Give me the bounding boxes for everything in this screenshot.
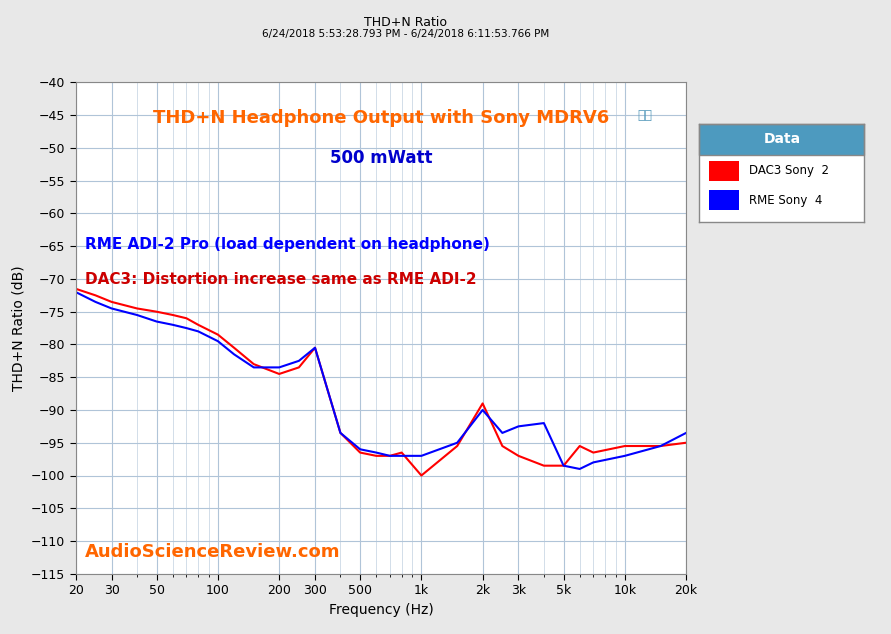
RME Sony  4 — [575, 465, 585, 473]
Text: Data: Data — [764, 133, 800, 146]
RME Sony  4 — [229, 351, 240, 358]
RME Sony  4 — [132, 311, 143, 319]
RME Sony  4 — [452, 439, 462, 446]
Line: RME Sony  4: RME Sony 4 — [76, 292, 686, 469]
DAC3 Sony  2 — [132, 304, 143, 312]
DAC3 Sony  2 — [478, 399, 488, 407]
Text: 500 mWatt: 500 mWatt — [330, 149, 432, 167]
Text: RME Sony  4: RME Sony 4 — [749, 194, 822, 207]
RME Sony  4 — [335, 429, 346, 437]
DAC3 Sony  2 — [310, 344, 321, 351]
RME Sony  4 — [355, 446, 365, 453]
RME Sony  4 — [90, 298, 101, 306]
DAC3 Sony  2 — [681, 439, 691, 446]
RME Sony  4 — [538, 419, 549, 427]
DAC3 Sony  2 — [655, 442, 666, 450]
DAC3 Sony  2 — [168, 311, 178, 319]
DAC3 Sony  2 — [335, 429, 346, 437]
RME Sony  4 — [416, 452, 427, 460]
RME Sony  4 — [249, 363, 259, 371]
DAC3 Sony  2 — [90, 292, 101, 299]
RME Sony  4 — [274, 363, 284, 371]
DAC3 Sony  2 — [513, 452, 524, 460]
DAC3 Sony  2 — [497, 442, 508, 450]
DAC3 Sony  2 — [106, 298, 117, 306]
RME Sony  4 — [293, 357, 304, 365]
Bar — [709, 161, 739, 181]
RME Sony  4 — [385, 452, 396, 460]
RME Sony  4 — [655, 442, 666, 450]
Y-axis label: THD+N Ratio (dB): THD+N Ratio (dB) — [12, 265, 25, 391]
Text: DAC3 Sony  2: DAC3 Sony 2 — [749, 164, 829, 178]
DAC3 Sony  2 — [619, 442, 630, 450]
RME Sony  4 — [192, 328, 203, 335]
Text: AudioScienceReview.com: AudioScienceReview.com — [85, 543, 340, 562]
RME Sony  4 — [213, 337, 224, 345]
DAC3 Sony  2 — [588, 449, 599, 456]
DAC3 Sony  2 — [385, 452, 396, 460]
DAC3 Sony  2 — [181, 314, 192, 322]
RME Sony  4 — [168, 321, 178, 328]
DAC3 Sony  2 — [249, 360, 259, 368]
RME Sony  4 — [619, 452, 630, 460]
X-axis label: Frequency (Hz): Frequency (Hz) — [329, 603, 433, 617]
RME Sony  4 — [681, 429, 691, 437]
DAC3 Sony  2 — [229, 344, 240, 351]
RME Sony  4 — [106, 304, 117, 312]
RME Sony  4 — [310, 344, 321, 351]
DAC3 Sony  2 — [452, 442, 462, 450]
Bar — [699, 124, 864, 155]
RME Sony  4 — [70, 288, 81, 296]
RME Sony  4 — [588, 458, 599, 466]
RME Sony  4 — [371, 449, 381, 456]
DAC3 Sony  2 — [559, 462, 569, 469]
RME Sony  4 — [151, 318, 162, 325]
Text: Ⓐⓟ: Ⓐⓟ — [637, 110, 652, 122]
DAC3 Sony  2 — [293, 363, 304, 371]
DAC3 Sony  2 — [538, 462, 549, 469]
DAC3 Sony  2 — [274, 370, 284, 378]
DAC3 Sony  2 — [396, 449, 407, 456]
DAC3 Sony  2 — [416, 472, 427, 479]
RME Sony  4 — [396, 452, 407, 460]
DAC3 Sony  2 — [70, 285, 81, 292]
DAC3 Sony  2 — [213, 331, 224, 339]
DAC3 Sony  2 — [575, 442, 585, 450]
RME Sony  4 — [559, 462, 569, 469]
RME Sony  4 — [497, 429, 508, 437]
Text: DAC3: Distortion increase same as RME ADI-2: DAC3: Distortion increase same as RME AD… — [85, 271, 477, 287]
Text: RME ADI-2 Pro (load dependent on headphone): RME ADI-2 Pro (load dependent on headpho… — [85, 237, 490, 252]
Text: THD+N Headphone Output with Sony MDRV6: THD+N Headphone Output with Sony MDRV6 — [152, 110, 609, 127]
RME Sony  4 — [181, 324, 192, 332]
Bar — [709, 190, 739, 210]
DAC3 Sony  2 — [151, 308, 162, 316]
RME Sony  4 — [478, 406, 488, 414]
Text: 6/24/2018 5:53:28.793 PM - 6/24/2018 6:11:53.766 PM: 6/24/2018 5:53:28.793 PM - 6/24/2018 6:1… — [262, 29, 549, 39]
Text: THD+N Ratio: THD+N Ratio — [364, 16, 447, 29]
DAC3 Sony  2 — [355, 449, 365, 456]
Line: DAC3 Sony  2: DAC3 Sony 2 — [76, 288, 686, 476]
RME Sony  4 — [513, 422, 524, 430]
DAC3 Sony  2 — [371, 452, 381, 460]
DAC3 Sony  2 — [192, 321, 203, 328]
